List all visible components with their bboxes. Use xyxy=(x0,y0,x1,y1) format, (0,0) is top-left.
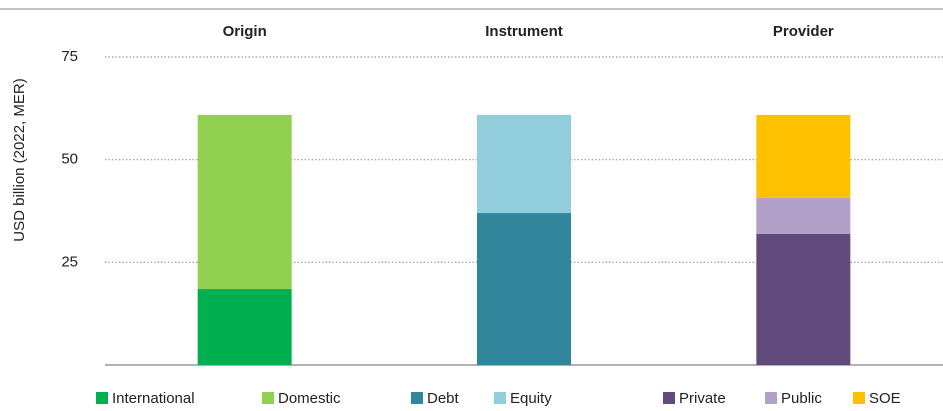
legend-swatch xyxy=(411,392,423,404)
legend-swatch xyxy=(262,392,274,404)
bar-segment xyxy=(197,289,292,365)
category-label: Origin xyxy=(223,23,267,40)
y-axis-label: USD billion (2022, MER) xyxy=(11,78,28,241)
category-label: Provider xyxy=(773,23,834,40)
legend-label: SOE xyxy=(869,390,901,407)
bar-segment xyxy=(756,197,851,234)
legend-swatch xyxy=(96,392,108,404)
legend-swatch xyxy=(663,392,675,404)
y-tick-label: 50 xyxy=(61,151,78,168)
legend-label: Domestic xyxy=(278,390,341,407)
bar-segment xyxy=(477,213,571,365)
legend-swatch xyxy=(853,392,865,404)
bar-segment xyxy=(197,114,292,290)
legend-label: Public xyxy=(781,390,822,407)
legend-label: Debt xyxy=(427,390,460,407)
y-tick-label: 25 xyxy=(61,253,78,270)
bar-segment xyxy=(756,233,851,365)
legend-swatch xyxy=(494,392,506,404)
legend-label: Private xyxy=(679,390,726,407)
legend-label: Equity xyxy=(510,390,552,407)
y-tick-label: 75 xyxy=(61,48,78,65)
bar-segment xyxy=(756,114,851,198)
bar-segment xyxy=(477,114,571,214)
legend-label: International xyxy=(112,390,195,407)
legend-swatch xyxy=(765,392,777,404)
category-label: Instrument xyxy=(485,23,563,40)
